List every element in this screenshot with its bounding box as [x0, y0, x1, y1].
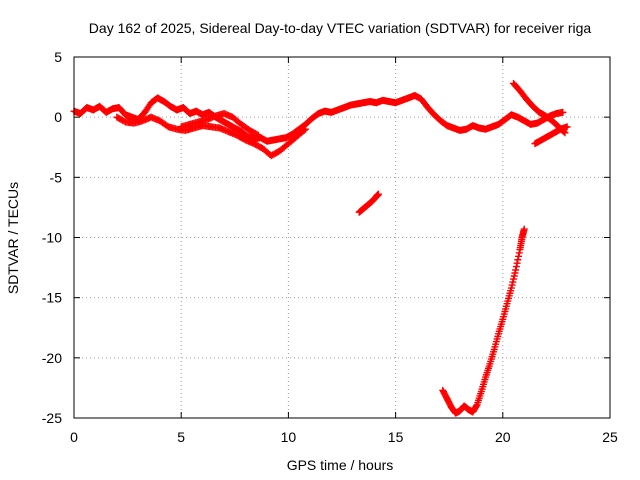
plot-frame — [73, 56, 611, 419]
x-tick-label: 25 — [602, 429, 618, 445]
series-track-midday-branch — [177, 110, 262, 139]
x-tick-label: 15 — [388, 429, 404, 445]
data-point — [515, 252, 523, 260]
y-tick-label: -20 — [42, 350, 62, 366]
y-tick-label: -15 — [42, 290, 62, 306]
series-track-main — [70, 92, 567, 145]
data-point — [513, 259, 521, 267]
y-tick-label: -25 — [42, 410, 62, 426]
x-tick-label: 0 — [70, 429, 78, 445]
y-tick-label: 5 — [54, 49, 62, 65]
grid-layer — [74, 57, 610, 418]
data-point — [472, 402, 480, 410]
series-track-lower-branch — [113, 113, 310, 160]
data-point — [520, 225, 528, 233]
x-tick-label: 20 — [495, 429, 511, 445]
data-point — [253, 130, 261, 138]
data-point — [563, 123, 571, 131]
series-track-steep-rise — [439, 225, 528, 417]
data-point — [512, 263, 520, 271]
data-point — [254, 131, 262, 139]
data-point — [515, 249, 523, 257]
data-point — [374, 190, 382, 198]
series-track-late-branch — [510, 79, 571, 148]
x-tick-label: 5 — [177, 429, 185, 445]
y-tick-label: -5 — [50, 169, 63, 185]
data-point — [512, 266, 520, 274]
data-layer — [70, 79, 571, 417]
y-tick-label: -10 — [42, 230, 62, 246]
data-point — [300, 126, 308, 134]
y-axis-label: SDTVAR / TECUs — [5, 182, 21, 294]
x-axis-label: GPS time / hours — [287, 457, 394, 473]
series-track-short-segment — [355, 190, 382, 216]
chart-title: Day 162 of 2025, Sidereal Day-to-day VTE… — [89, 20, 592, 36]
x-tick-label: 10 — [281, 429, 297, 445]
data-point — [302, 125, 310, 133]
data-point — [514, 256, 522, 264]
data-point — [559, 108, 567, 116]
y-tick-label: 0 — [54, 109, 62, 125]
